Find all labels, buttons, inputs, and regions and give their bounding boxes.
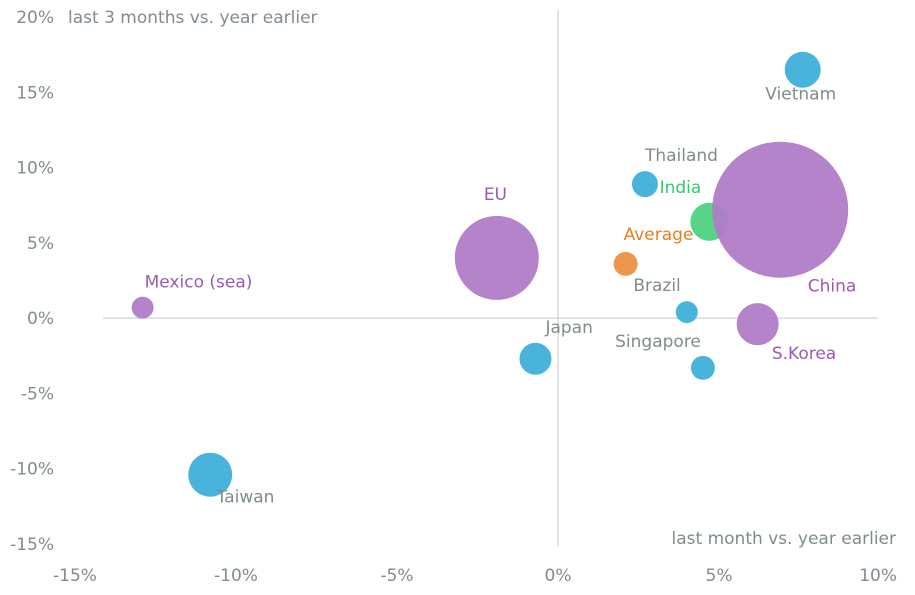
- bubble-label: Thailand: [644, 146, 718, 166]
- bubble-labels: Vietnam Thailand India China EU Average Brazil…: [145, 85, 857, 508]
- bubble-label: Brazil: [633, 276, 680, 296]
- bubble-label: Mexico (sea): [145, 273, 253, 293]
- y-tick-label: 5%: [27, 234, 54, 254]
- x-tick-label: -15%: [53, 566, 97, 586]
- bubble-average[interactable]: [613, 251, 638, 276]
- y-tick-label: 15%: [16, 83, 54, 103]
- bubble-mexico-sea[interactable]: [131, 296, 154, 319]
- bubble-china[interactable]: [712, 141, 849, 278]
- y-tick-label: 10%: [16, 159, 54, 179]
- bubble-label: Vietnam: [765, 85, 836, 105]
- bubble-label: EU: [484, 185, 507, 205]
- bubble-thailand[interactable]: [631, 171, 658, 198]
- bubble-eu[interactable]: [454, 215, 539, 300]
- bubbles: [131, 51, 849, 497]
- y-axis-ticks: 20% 15% 10% 5% 0% -5% -10% -15%: [10, 8, 54, 555]
- bubble-singapore[interactable]: [690, 355, 715, 380]
- y-tick-label: -10%: [10, 460, 54, 480]
- bubble-label: Singapore: [615, 332, 701, 352]
- x-axis-ticks: -15% -10% -5% 0% 5% 10%: [53, 566, 897, 586]
- x-axis-title: last month vs. year earlier: [672, 529, 896, 549]
- x-tick-label: -10%: [214, 566, 258, 586]
- bubble-label: Taiwan: [216, 488, 275, 508]
- y-tick-label: 0%: [27, 309, 54, 329]
- y-tick-label: 20%: [16, 8, 54, 28]
- x-tick-label: 5%: [706, 566, 733, 586]
- bubble-s-korea[interactable]: [736, 303, 779, 346]
- x-tick-label: 10%: [859, 566, 897, 586]
- y-axis-title: last 3 months vs. year earlier: [68, 8, 318, 28]
- x-tick-label: -5%: [380, 566, 413, 586]
- y-tick-label: -5%: [21, 384, 54, 404]
- bubble-taiwan[interactable]: [188, 452, 233, 497]
- bubble-label: China: [808, 277, 857, 297]
- bubble-label: India: [660, 178, 702, 198]
- bubble-label: Japan: [544, 318, 592, 338]
- bubble-label: S.Korea: [772, 344, 836, 364]
- y-tick-label: -15%: [10, 535, 54, 555]
- bubble-vietnam[interactable]: [784, 51, 821, 88]
- bubble-brazil[interactable]: [675, 301, 698, 324]
- x-tick-label: 0%: [545, 566, 572, 586]
- bubble-japan[interactable]: [519, 342, 552, 375]
- bubble-label: Average: [624, 225, 694, 245]
